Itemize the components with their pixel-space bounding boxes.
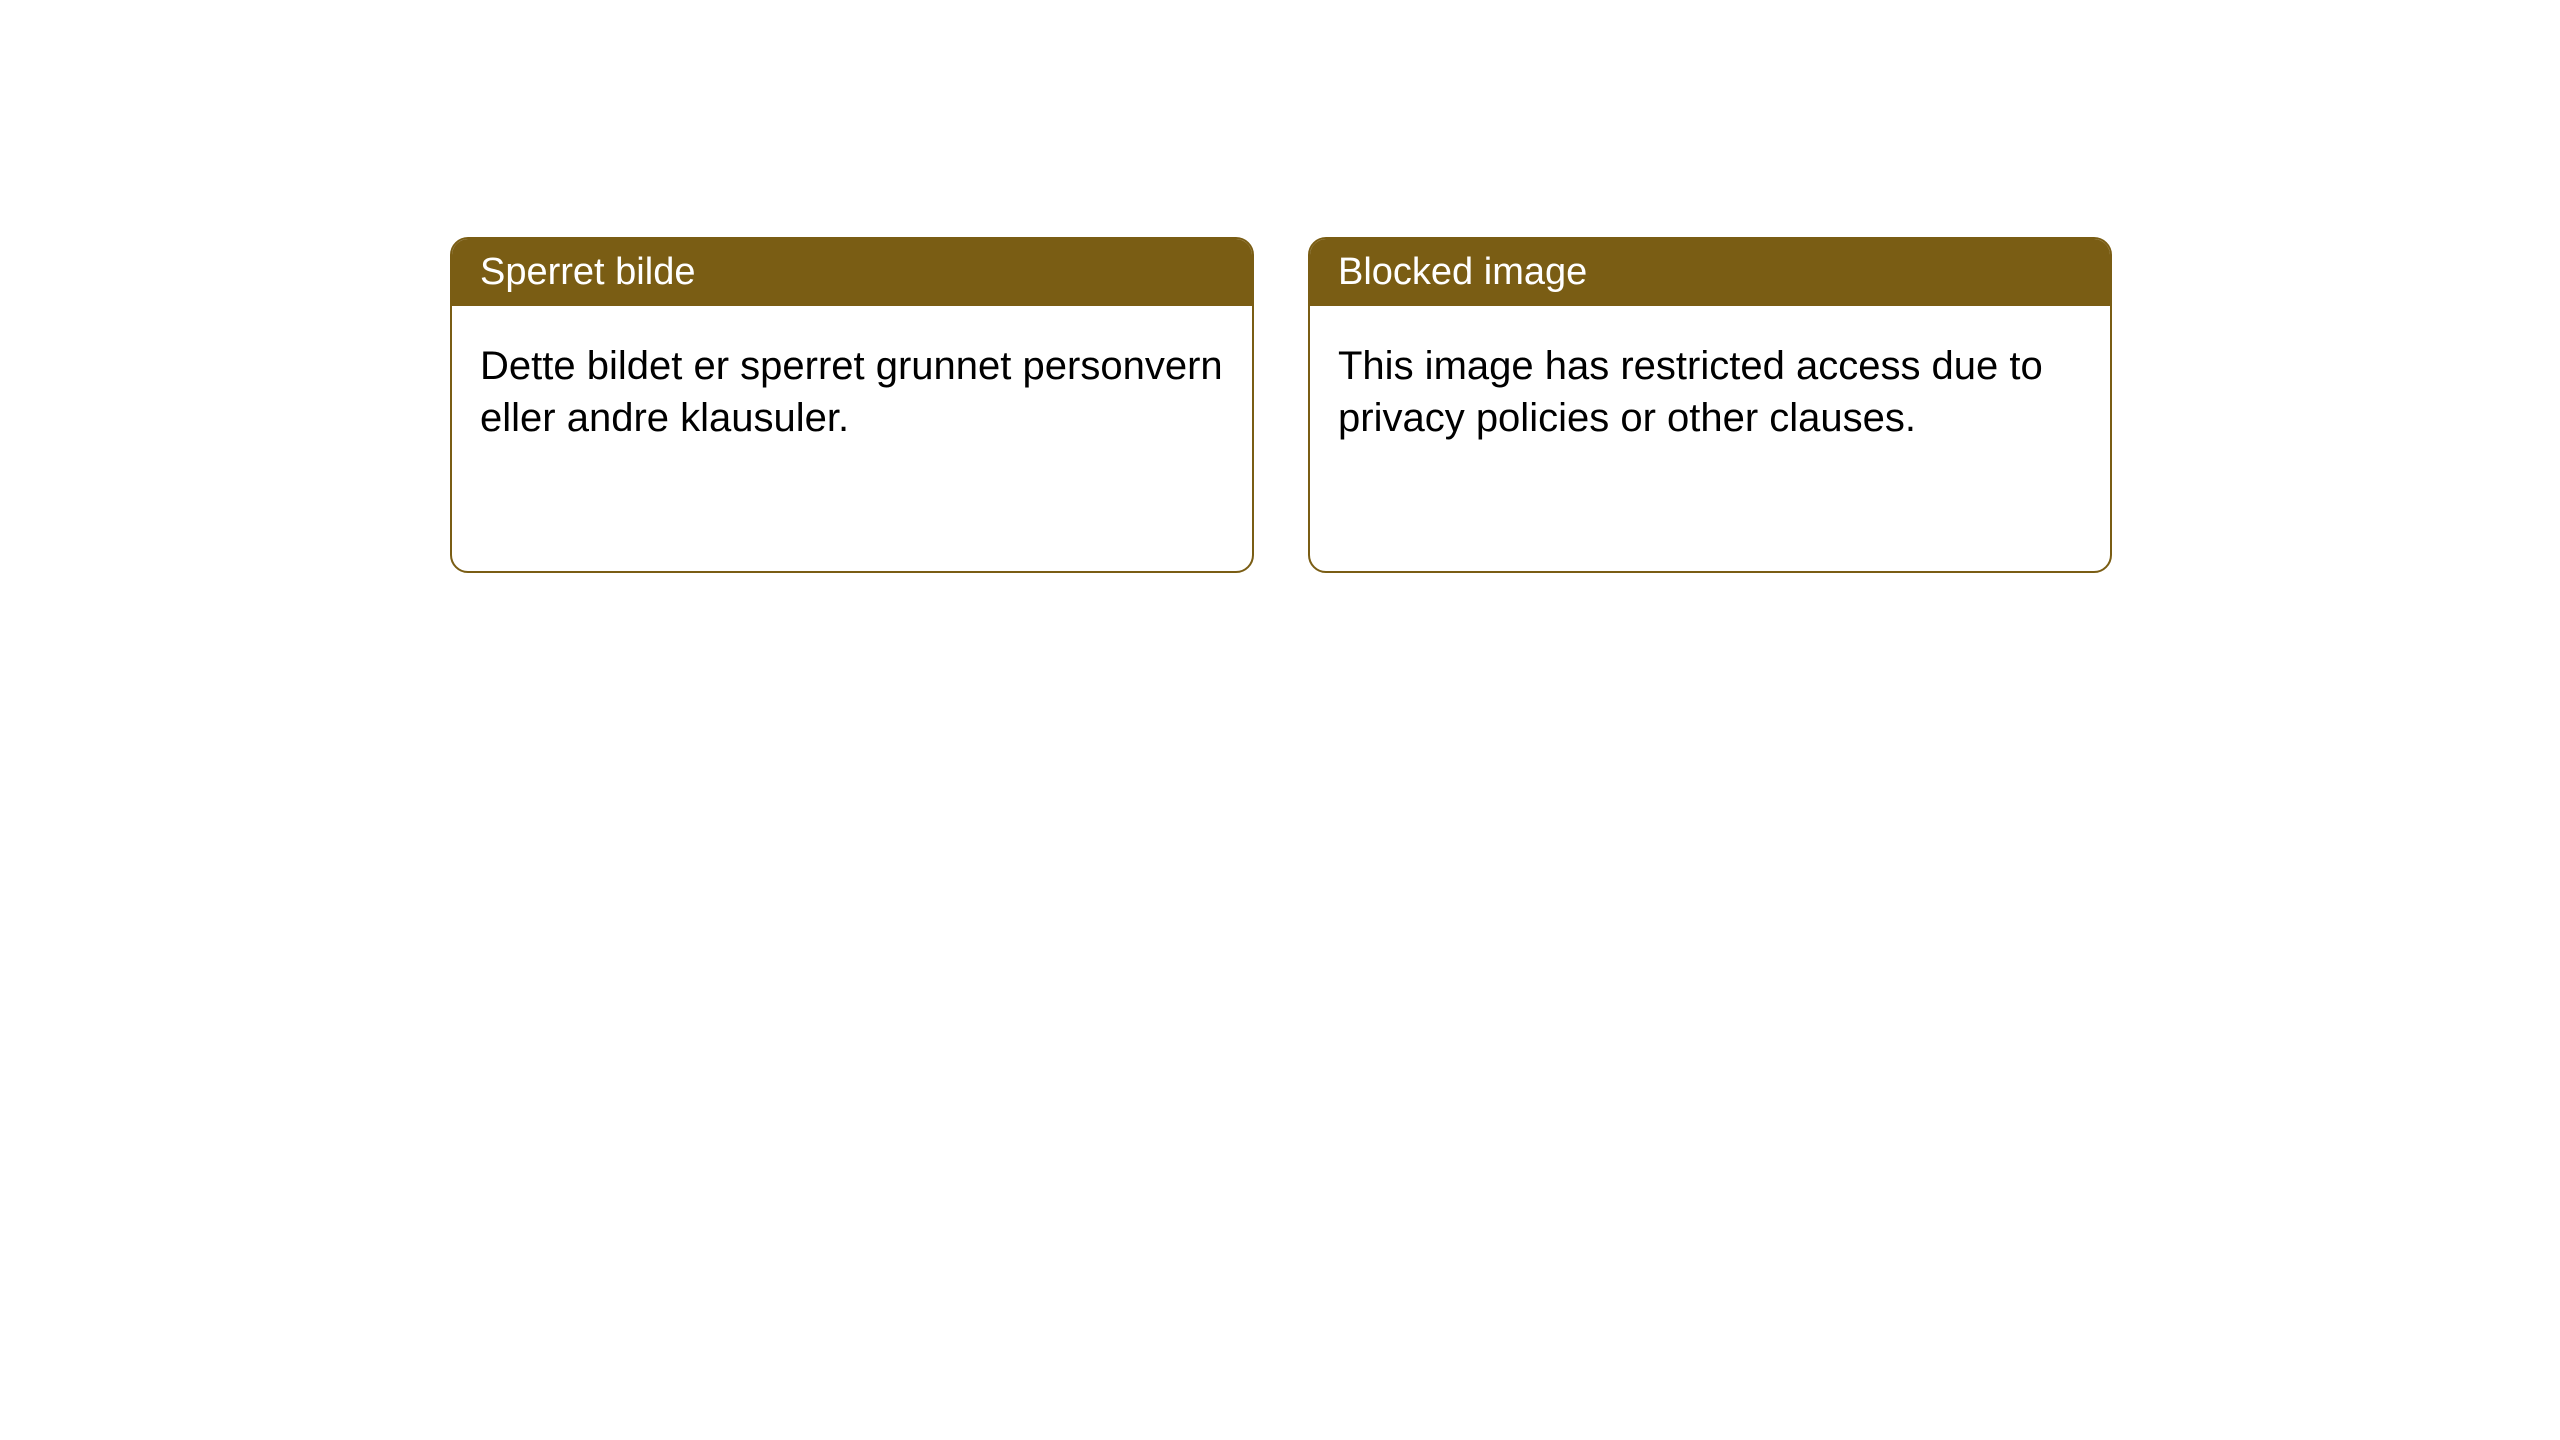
card-body-text: Dette bildet er sperret grunnet personve… — [480, 344, 1223, 440]
card-body-text: This image has restricted access due to … — [1338, 344, 2043, 440]
card-header: Sperret bilde — [452, 239, 1252, 306]
card-title: Blocked image — [1338, 251, 1587, 293]
blocked-image-card-en: Blocked image This image has restricted … — [1308, 237, 2112, 573]
card-header: Blocked image — [1310, 239, 2110, 306]
card-body: Dette bildet er sperret grunnet personve… — [452, 306, 1252, 478]
card-body: This image has restricted access due to … — [1310, 306, 2110, 478]
cards-container: Sperret bilde Dette bildet er sperret gr… — [0, 0, 2560, 573]
blocked-image-card-no: Sperret bilde Dette bildet er sperret gr… — [450, 237, 1254, 573]
card-title: Sperret bilde — [480, 251, 695, 293]
